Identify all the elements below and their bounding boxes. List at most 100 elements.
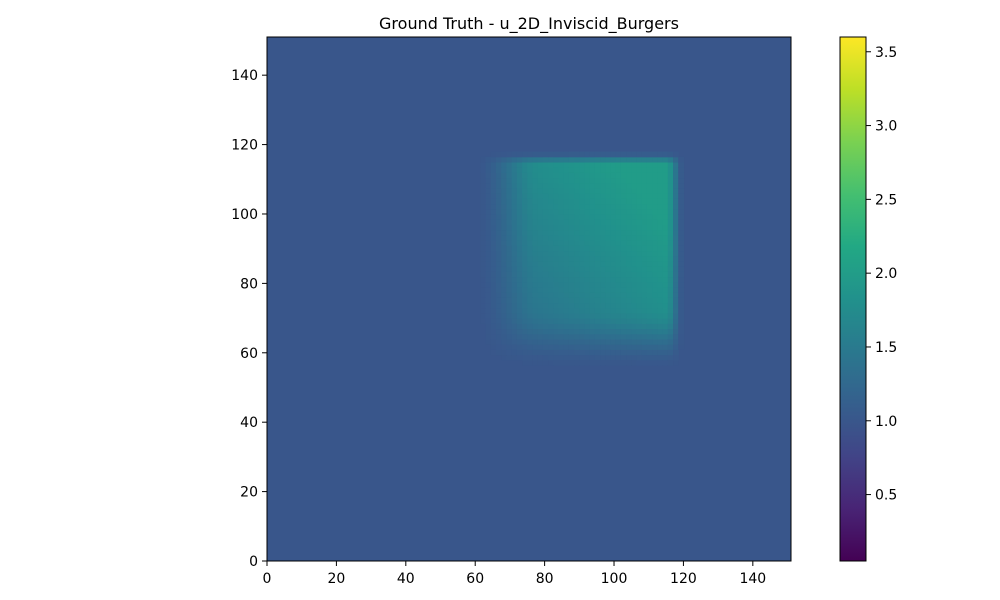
heatmap-cell (652, 349, 658, 356)
heatmap-cell (568, 245, 575, 252)
heatmap-cell (646, 240, 653, 246)
heatmap-cell (568, 281, 575, 288)
heatmap-cell (548, 266, 554, 272)
heatmap-cell (511, 312, 518, 319)
heatmap-cell (631, 318, 638, 324)
heatmap-cell (589, 344, 596, 350)
heatmap-cell (600, 359, 606, 366)
heatmap-cell (636, 271, 643, 278)
heatmap-cell (605, 245, 612, 252)
heatmap-cell (589, 198, 596, 205)
heatmap-cell (579, 312, 586, 319)
heatmap-cell (626, 297, 632, 304)
heatmap-cell (594, 338, 601, 345)
heatmap-cell (620, 354, 627, 361)
heatmap-cell (490, 276, 497, 283)
heatmap-cell (678, 198, 685, 205)
heatmap-cell (662, 182, 669, 189)
heatmap-cell (527, 271, 534, 278)
heatmap-cell (631, 328, 638, 335)
heatmap-cell (501, 302, 508, 309)
heatmap-cell (646, 182, 653, 189)
heatmap-cell (631, 255, 638, 262)
heatmap-cell (532, 276, 539, 283)
heatmap-cell (641, 208, 648, 215)
heatmap-cell (589, 250, 596, 257)
heatmap-cell (537, 177, 544, 184)
heatmap-cell (662, 177, 669, 184)
heatmap-cell (600, 255, 606, 262)
heatmap-cell (631, 187, 638, 194)
heatmap-cell (584, 338, 591, 345)
heatmap-cell (522, 255, 528, 262)
heatmap-cell (558, 177, 565, 184)
heatmap-cell (667, 328, 674, 335)
heatmap-cell (506, 266, 513, 272)
heatmap-cell (490, 338, 497, 345)
heatmap-cell (620, 193, 627, 199)
heatmap-cell (511, 172, 518, 179)
heatmap-cell (485, 255, 492, 262)
heatmap-cell (532, 359, 539, 366)
heatmap-cell (532, 250, 539, 257)
heatmap-cell (678, 219, 685, 225)
heatmap-cell (662, 203, 669, 210)
heatmap-cell (542, 229, 549, 236)
heatmap-cell (496, 234, 502, 241)
heatmap-cell (511, 208, 518, 215)
heatmap-cell (646, 172, 653, 179)
heatmap-cell (615, 182, 622, 189)
heatmap-cell (615, 260, 622, 267)
heatmap-cell (506, 172, 513, 179)
heatmap-cell (548, 292, 554, 298)
heatmap-cell (641, 338, 648, 345)
heatmap-cell (574, 161, 580, 168)
heatmap-cell (620, 234, 627, 241)
heatmap-cell (673, 208, 679, 215)
heatmap-cell (490, 203, 497, 210)
heatmap-cell (480, 260, 487, 267)
heatmap-cell (657, 297, 664, 304)
heatmap-cell (667, 276, 674, 283)
heatmap-cell (501, 312, 508, 319)
heatmap-cell (579, 260, 586, 267)
heatmap-cell (516, 286, 523, 293)
heatmap-cell (589, 193, 596, 199)
heatmap-cell (516, 302, 523, 309)
heatmap-cell (584, 187, 591, 194)
heatmap-cell (574, 193, 580, 199)
heatmap-cell (605, 307, 612, 314)
heatmap-cell (626, 240, 632, 246)
heatmap-cell (610, 198, 617, 205)
heatmap-cell (626, 156, 632, 163)
heatmap-cell (568, 312, 575, 319)
heatmap-cell (636, 224, 643, 231)
heatmap-cell (589, 213, 596, 220)
heatmap-cell (584, 359, 591, 366)
heatmap-cell (646, 193, 653, 199)
heatmap-cell (610, 187, 617, 194)
heatmap-cell (522, 208, 528, 215)
heatmap-cell (605, 234, 612, 241)
heatmap-cell (641, 359, 648, 366)
heatmap-cell (553, 203, 560, 210)
heatmap-cell (641, 260, 648, 267)
heatmap-cell (501, 198, 508, 205)
heatmap-cell (626, 302, 632, 309)
heatmap-cell (636, 234, 643, 241)
heatmap-cell (667, 177, 674, 184)
heatmap-cell (615, 354, 622, 361)
heatmap-cell (646, 219, 653, 225)
heatmap-cell (548, 260, 554, 267)
heatmap-cell (548, 240, 554, 246)
heatmap-cell (558, 161, 565, 168)
heatmap-cell (594, 240, 601, 246)
heatmap-cell (548, 276, 554, 283)
heatmap-cell (673, 323, 679, 330)
heatmap-cell (605, 281, 612, 288)
heatmap-cell (548, 344, 554, 350)
heatmap-cell (600, 292, 606, 298)
heatmap-cell (485, 292, 492, 298)
heatmap-cell (527, 234, 534, 241)
heatmap-plot-area (266, 36, 792, 562)
